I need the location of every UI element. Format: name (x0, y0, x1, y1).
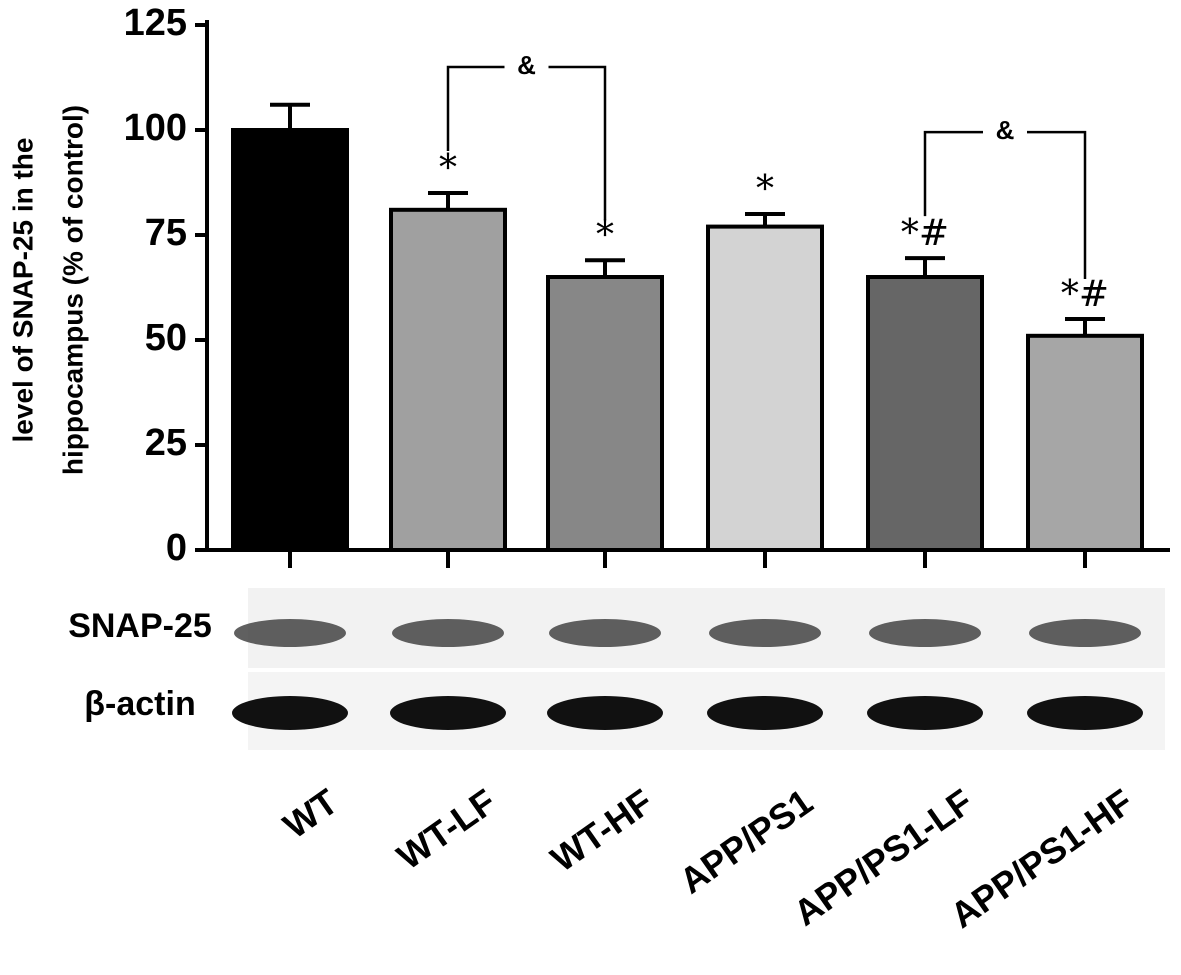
blot-band (1027, 696, 1143, 730)
significance-mark: *# (1061, 274, 1109, 315)
y-tick-label: 100 (124, 107, 187, 149)
blot-band (547, 696, 663, 730)
bar (389, 207, 507, 553)
blot-band (709, 619, 821, 647)
y-tick-label: 50 (145, 317, 187, 359)
x-tick-label: WT-HF (543, 781, 660, 880)
bar (231, 128, 349, 552)
bar (546, 275, 664, 552)
bar (1026, 333, 1144, 552)
bracket-label: & (996, 115, 1015, 145)
bracket-label: & (517, 50, 536, 80)
y-tick-label: 0 (166, 527, 187, 569)
blot-band (390, 696, 506, 730)
blot-band (1029, 619, 1141, 647)
y-axis-label: hippocampus (% of control) (57, 105, 88, 475)
bar (866, 275, 984, 552)
blot (248, 588, 1165, 750)
bracket (923, 130, 1087, 279)
significance-mark: * (439, 148, 457, 189)
significance-mark: * (596, 215, 614, 256)
blot-band (869, 619, 981, 647)
blot-panel (248, 588, 1165, 668)
blot-band (232, 696, 348, 730)
blot-label: β-actin (84, 685, 195, 723)
y-axis-label: level of SNAP-25 in the (7, 138, 38, 443)
blot-band (549, 619, 661, 647)
blot-band (392, 619, 504, 647)
blot-band (707, 696, 823, 730)
y-tick-label: 25 (145, 422, 187, 464)
x-tick-label: WT (276, 781, 345, 847)
bar (706, 224, 824, 552)
y-tick-label: 75 (145, 212, 187, 254)
significance-mark: *# (901, 213, 949, 254)
x-tick-label: APP/PS1 (672, 781, 820, 902)
blot-band (234, 619, 346, 647)
y-tick-label: 125 (124, 2, 187, 44)
x-tick-label: WT-LF (389, 781, 503, 878)
blot-band (867, 696, 983, 730)
significance-mark: * (756, 169, 774, 210)
bracket (446, 65, 607, 221)
blot-label: SNAP-25 (68, 607, 212, 645)
